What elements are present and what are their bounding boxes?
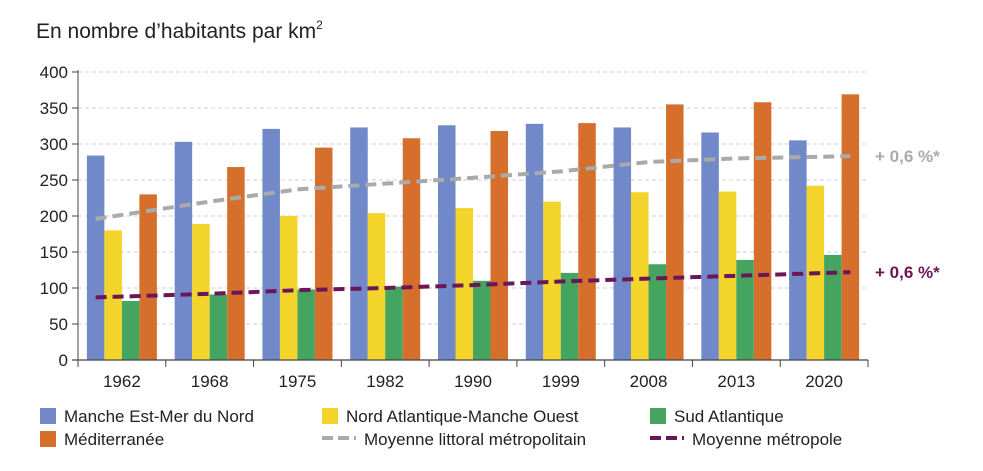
y-tick-label-400: 400 — [40, 63, 68, 82]
x-axis: 1962 1968 1975 1982 1990 1999 2008 2013 2020 — [72, 359, 869, 391]
x-tick-label-1968: 1968 — [191, 372, 229, 391]
legend-label-moyenne-metropole: Moyenne métropole — [692, 430, 843, 449]
x-tick-label-1990: 1990 — [454, 372, 492, 391]
x-tick-label-1975: 1975 — [279, 372, 317, 391]
bar-2020-3 — [841, 94, 860, 360]
y-tick-label-350: 350 — [40, 99, 68, 118]
legend-dash-littoral — [322, 436, 356, 440]
bar-1990-0 — [438, 125, 456, 360]
legend-dash-metropole — [650, 436, 684, 440]
bar-1999-2 — [560, 272, 579, 360]
x-tick-label-2013: 2013 — [717, 372, 755, 391]
legend-nord-atlantique: Nord Atlantique-Manche Ouest — [322, 407, 578, 427]
bar-2020-0 — [789, 140, 807, 360]
legend-moyenne-metropole: Moyenne métropole — [650, 430, 842, 450]
bar-1999-1 — [543, 201, 561, 360]
trend-label-0: + 0,6 %* — [875, 147, 940, 166]
y-tick-label-200: 200 — [40, 207, 68, 226]
legend-label-manche: Manche Est-Mer du Nord — [64, 407, 254, 426]
x-tick-label-1982: 1982 — [366, 372, 404, 391]
bar-2008-2 — [648, 264, 667, 360]
x-tick-label-2020: 2020 — [805, 372, 843, 391]
legend-label-nord-atlantique: Nord Atlantique-Manche Ouest — [346, 407, 579, 426]
y-tick-label-250: 250 — [40, 171, 68, 190]
trend-label-1: + 0,6 %* — [875, 263, 940, 282]
y-tick-label-300: 300 — [40, 135, 68, 154]
bar-1968-2 — [209, 294, 228, 360]
legend-swatch-manche — [40, 408, 56, 424]
trend-line-0 — [95, 154, 851, 221]
svg-text:En nombre d’habitants par km2: En nombre d’habitants par km2 — [36, 18, 323, 43]
bar-1990-1 — [455, 208, 473, 360]
legend-swatch-nord-atlantique — [322, 408, 338, 424]
legend-label-moyenne-littoral: Moyenne littoral métropolitain — [364, 430, 587, 449]
bar-1975-2 — [297, 289, 315, 360]
legend-label-sud-atlantique: Sud Atlantique — [674, 407, 784, 426]
bar-1968-0 — [174, 141, 193, 360]
y-tick-label-100: 100 — [40, 279, 68, 298]
bar-2013-0 — [701, 132, 719, 360]
bar-1968-3 — [227, 167, 245, 360]
bar-1982-0 — [350, 127, 368, 360]
chart-title-superscript: 2 — [316, 18, 323, 32]
bar-1962-2 — [121, 300, 140, 360]
bar-2008-3 — [666, 104, 684, 361]
legend-label-mediterranee: Méditerranée — [64, 430, 165, 449]
x-tick-label-1999: 1999 — [542, 372, 580, 391]
legend-manche: Manche Est-Mer du Nord — [40, 407, 254, 427]
bar-1999-0 — [525, 123, 544, 360]
bar-1975-1 — [279, 216, 298, 360]
x-tick-label-1962: 1962 — [103, 372, 141, 391]
bar-1962-0 — [86, 155, 105, 360]
x-tick-label-2008: 2008 — [630, 372, 668, 391]
legend-swatch-sud-atlantique — [650, 408, 666, 424]
chart-title: En nombre d’habitants par km2 — [36, 18, 323, 43]
bar-1982-2 — [385, 286, 403, 360]
y-axis: 0 50 100 150 200 250 300 350 400 — [40, 63, 79, 370]
legend-mediterranee: Méditerranée — [40, 430, 164, 450]
bar-1990-3 — [490, 131, 508, 360]
legend-moyenne-littoral: Moyenne littoral métropolitain — [322, 430, 586, 450]
bar-1982-3 — [402, 138, 421, 360]
chart-title-text: En nombre d’habitants par km — [36, 20, 316, 43]
bar-1999-3 — [578, 123, 596, 361]
legend-swatch-mediterranee — [40, 431, 56, 447]
bar-1975-3 — [314, 147, 333, 360]
bar-2013-3 — [753, 102, 772, 361]
trend-line-1 — [95, 270, 851, 300]
bar-2020-2 — [824, 254, 842, 360]
bar-2013-2 — [736, 259, 754, 360]
y-tick-label-150: 150 — [40, 243, 68, 262]
legend-sud-atlantique: Sud Atlantique — [650, 407, 784, 427]
y-tick-label-50: 50 — [49, 315, 68, 334]
bars — [86, 94, 860, 361]
bar-1990-2 — [473, 280, 491, 360]
bar-1962-3 — [139, 194, 157, 360]
trend-lines: + 0,6 %* + 0,6 %* — [95, 147, 940, 300]
y-tick-label-0: 0 — [59, 351, 68, 370]
bar-1968-1 — [192, 223, 210, 360]
bar-2008-1 — [631, 192, 649, 360]
bar-2008-0 — [613, 127, 632, 360]
bar-1975-0 — [262, 128, 280, 360]
